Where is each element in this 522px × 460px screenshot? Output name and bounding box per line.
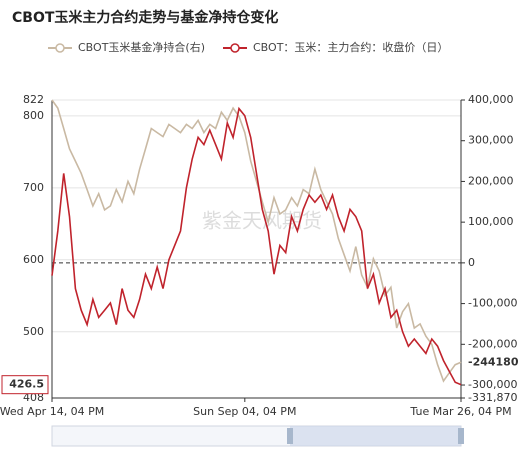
y-tick-label: 700 [23, 181, 44, 194]
y-tick-label: 600 [23, 253, 44, 266]
y2-tick-label: 0 [468, 256, 475, 269]
y2-tick-label: 400,000 [468, 93, 514, 106]
legend-label: CBOT：玉米：主力合约：收盘价（日） [253, 40, 448, 54]
chart-title: CBOT玉米主力合约走势与基金净持仓变化 [12, 9, 278, 26]
zoom-handle[interactable] [287, 428, 293, 444]
watermark: 紫金天风期货 [202, 209, 322, 233]
zoom-handle[interactable] [458, 428, 464, 444]
y-tick-label: 800 [23, 109, 44, 122]
end-label-box [463, 354, 522, 371]
y-tick-label: 500 [23, 325, 44, 338]
series-line [51, 99, 462, 383]
y2-tick-label: -331,870 [468, 391, 517, 404]
y2-tick-label: -200,000 [468, 337, 517, 350]
end-value-label: 426.5 [9, 378, 44, 391]
end-value-label: -244180 [468, 355, 519, 368]
y2-tick-label: -300,000 [468, 378, 517, 391]
x-tick-label: Sun Sep 04, 04 PM [193, 405, 296, 418]
legend-marker [230, 43, 240, 53]
end-label-box [1, 375, 49, 395]
x-tick-label: Wed Apr 14, 04 PM [0, 405, 104, 418]
y2-tick-label: 100,000 [468, 215, 514, 228]
x-tick-label: Tue Mar 26, 04 PM [409, 405, 511, 418]
zoom-window[interactable] [290, 426, 461, 446]
legend-label: CBOT玉米基金净持合(右) [78, 40, 205, 54]
data-zoom[interactable] [51, 425, 464, 447]
y2-tick-label: -100,000 [468, 297, 517, 310]
y-tick-label: 408 [23, 391, 44, 404]
y-tick-label: 822 [23, 93, 44, 106]
series-line [51, 106, 462, 386]
y2-tick-label: 200,000 [468, 174, 514, 187]
legend-marker [55, 43, 65, 53]
y2-tick-label: 300,000 [468, 134, 514, 147]
